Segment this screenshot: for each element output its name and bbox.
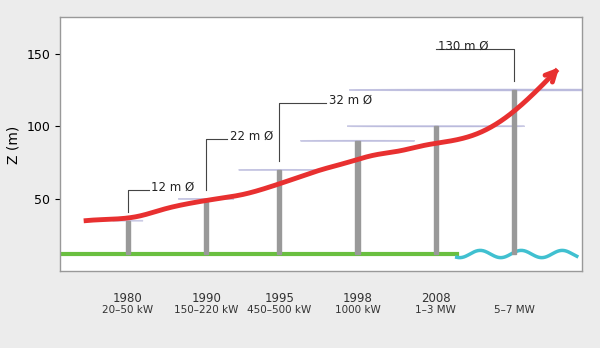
Text: 1990: 1990 xyxy=(191,292,221,305)
Ellipse shape xyxy=(349,89,600,90)
Text: 130 m Ø: 130 m Ø xyxy=(439,40,489,53)
Text: 450–500 kW: 450–500 kW xyxy=(247,305,311,315)
Text: 5–7 MW: 5–7 MW xyxy=(494,305,535,315)
Ellipse shape xyxy=(347,126,524,127)
Bar xyxy=(355,141,359,254)
Text: 20–50 kW: 20–50 kW xyxy=(102,305,154,315)
Text: 1–3 MW: 1–3 MW xyxy=(415,305,456,315)
Bar xyxy=(277,170,281,254)
Text: 1998: 1998 xyxy=(343,292,373,305)
Bar xyxy=(434,126,438,254)
Text: 12 m Ø: 12 m Ø xyxy=(151,181,194,194)
Y-axis label: Z (m): Z (m) xyxy=(7,125,21,164)
Bar xyxy=(512,90,516,254)
Text: 1980: 1980 xyxy=(113,292,143,305)
Text: 1995: 1995 xyxy=(265,292,294,305)
Text: 1000 kW: 1000 kW xyxy=(335,305,380,315)
Bar xyxy=(204,199,208,254)
Text: 32 m Ø: 32 m Ø xyxy=(329,94,372,106)
Text: 2008: 2008 xyxy=(421,292,451,305)
Text: 22 m Ø: 22 m Ø xyxy=(230,130,273,143)
Text: 150–220 kW: 150–220 kW xyxy=(174,305,238,315)
Bar xyxy=(126,221,130,254)
